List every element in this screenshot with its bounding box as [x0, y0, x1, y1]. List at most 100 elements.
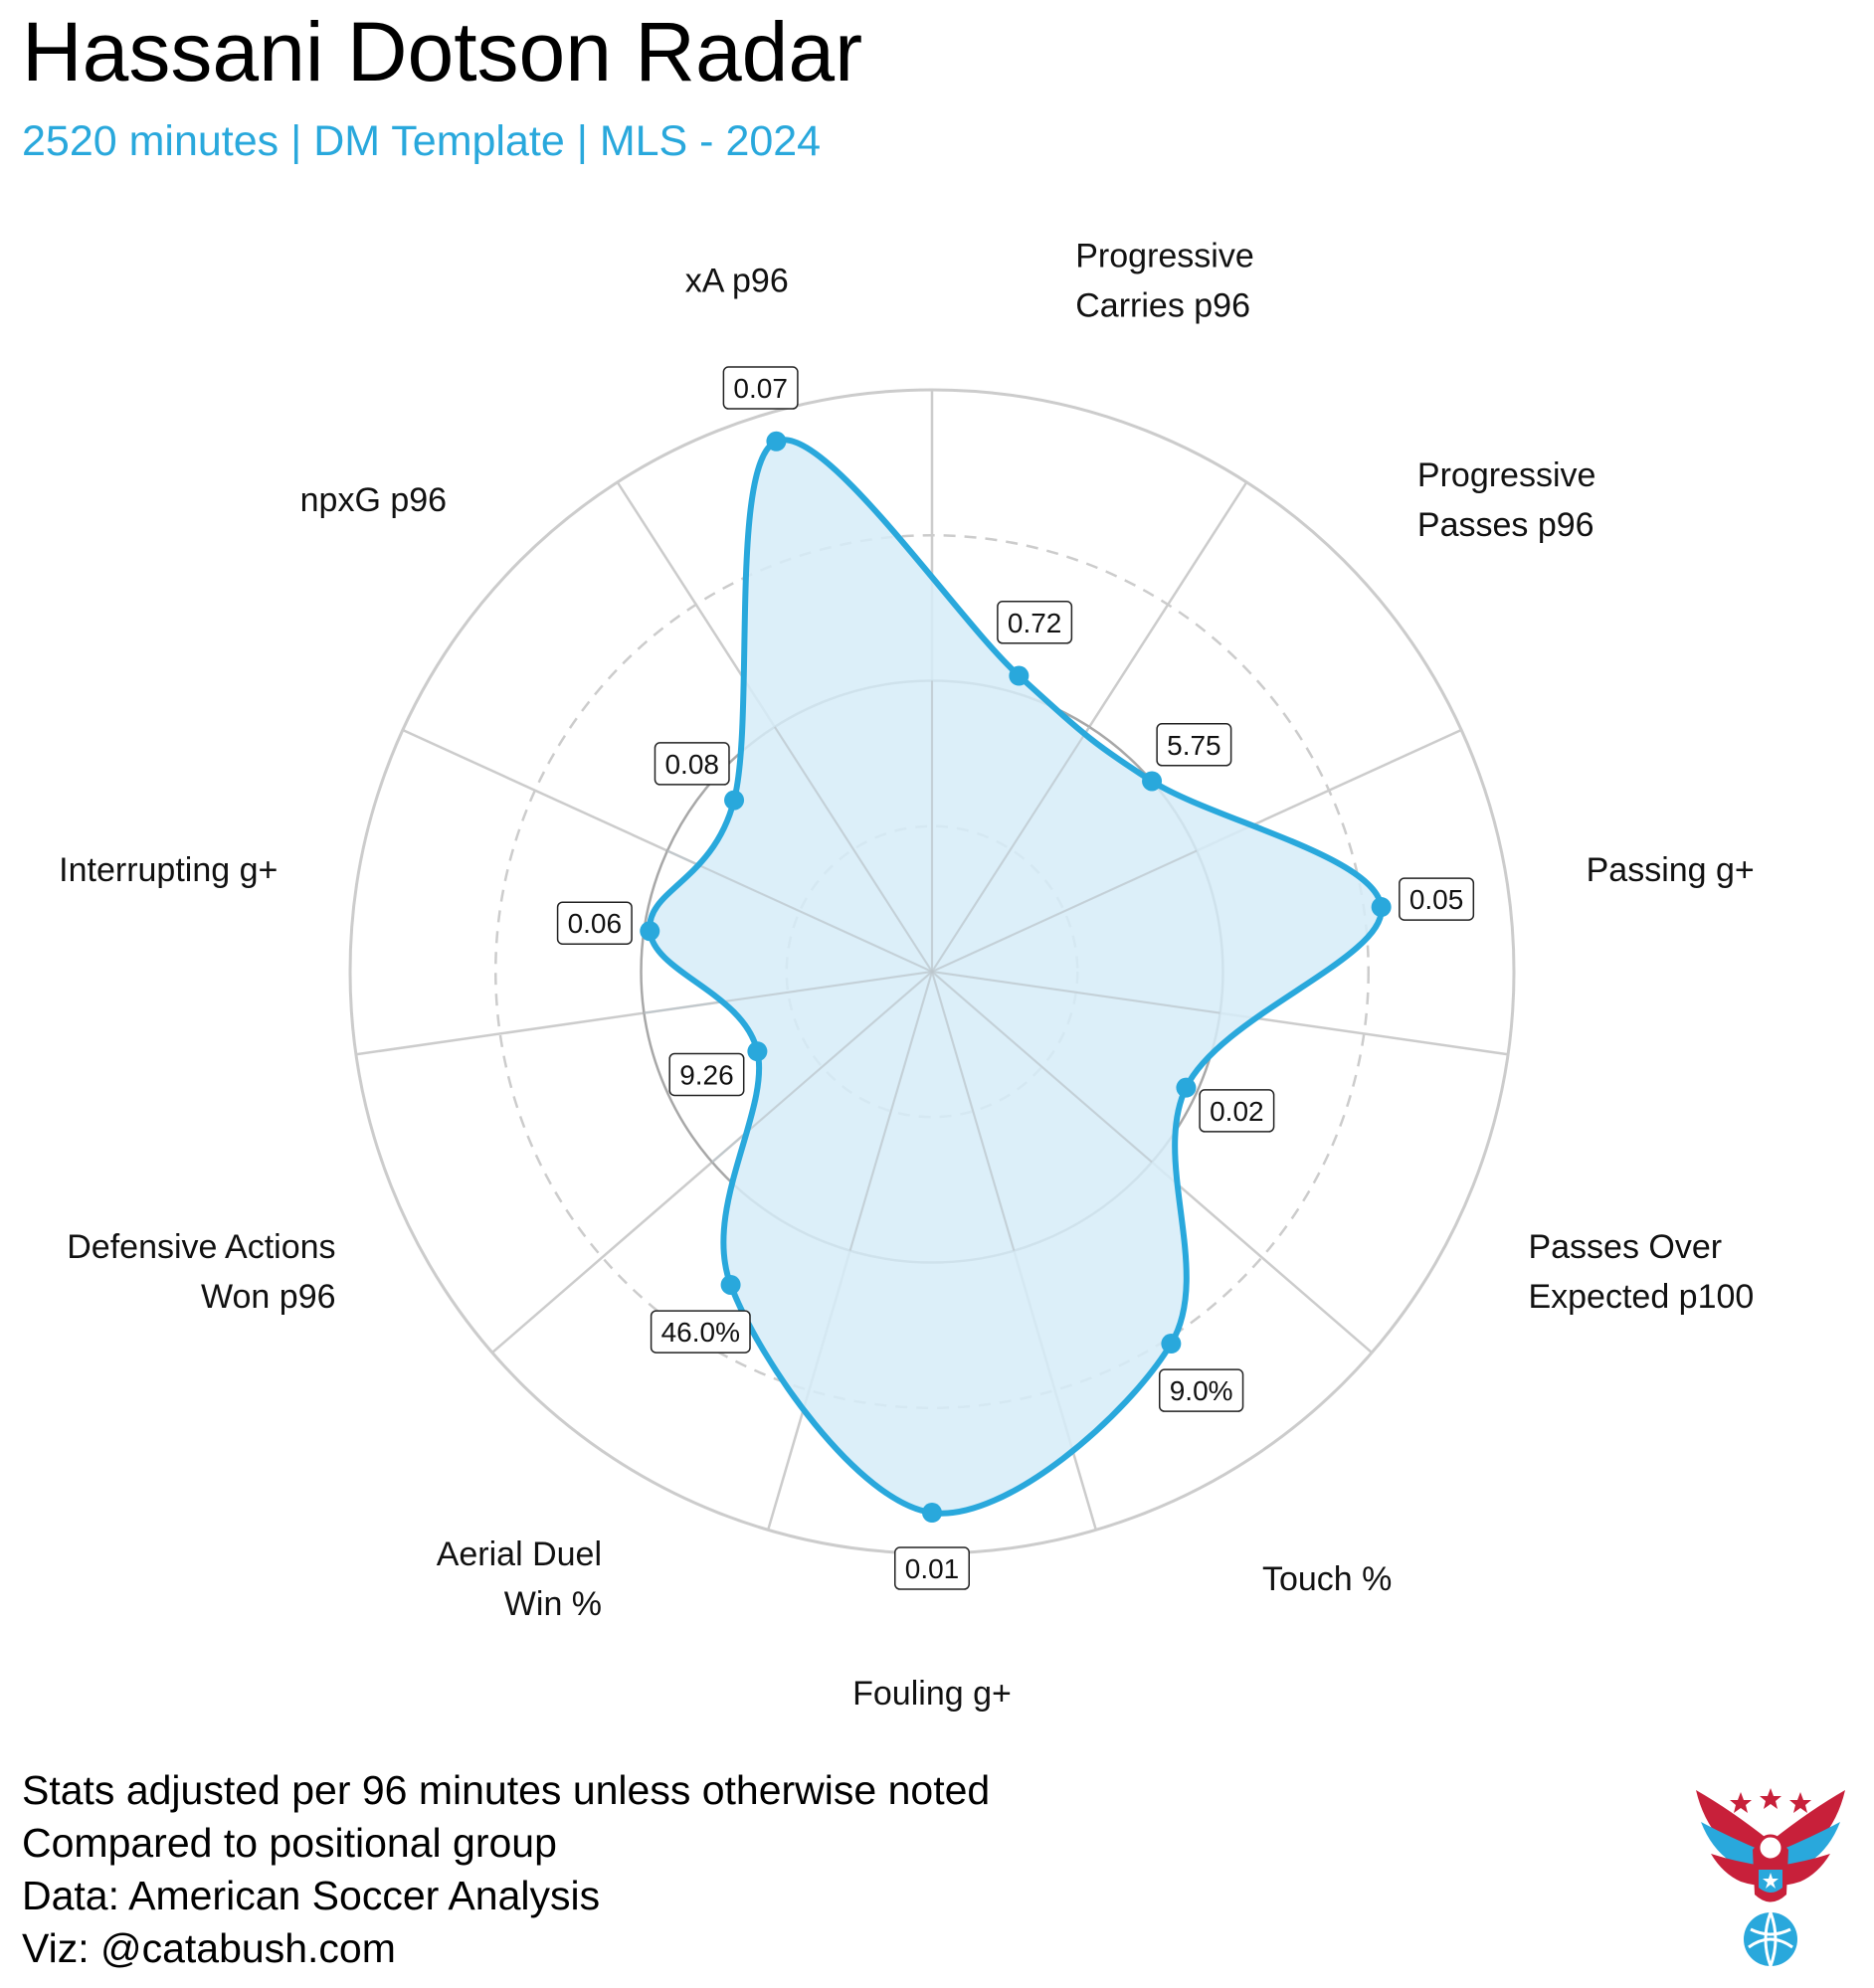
axis-label-line: Carries p96	[1075, 286, 1250, 324]
axis-label: Aerial Duel Win %	[437, 1536, 602, 1623]
axis-label-line: Progressive	[1417, 456, 1596, 494]
value-label-text: 0.05	[1409, 884, 1464, 915]
axis-label-line: Expected p100	[1528, 1278, 1754, 1316]
footer-notes: Stats adjusted per 96 minutes unless oth…	[22, 1764, 990, 1975]
value-label-box	[556, 901, 633, 945]
value-label: 0.08	[654, 742, 730, 786]
axis-label: xA p96	[685, 262, 789, 299]
logo-head	[1757, 1834, 1784, 1862]
value-label-text: 46.0%	[661, 1317, 740, 1348]
axis-label: npxG p96	[300, 481, 447, 519]
data-point	[720, 1274, 741, 1295]
grid-spoke-inner	[931, 971, 1220, 1014]
data-point	[1161, 1334, 1182, 1355]
value-label: 9.0%	[1158, 1368, 1244, 1412]
axis-label-line: Interrupting g+	[59, 851, 278, 889]
grid-spoke-inner	[644, 971, 933, 1014]
value-label: 46.0%	[650, 1310, 751, 1354]
grid-spoke-inner	[666, 849, 933, 973]
data-point	[1371, 897, 1392, 918]
grid-spoke-inner	[931, 971, 1016, 1251]
grid-ring-dashed	[494, 534, 1370, 1409]
value-label: 0.01	[894, 1546, 970, 1590]
data-point	[640, 921, 660, 942]
value-labels: 0.72 5.75 0.05 0.02 9.0% 0.01 46.0% 9.26 0.06 0.0…	[556, 366, 1475, 1590]
grid-spoke-inner	[848, 971, 933, 1251]
value-label: 0.05	[1399, 877, 1475, 921]
logo-stars	[1730, 1788, 1811, 1813]
axis-labels: Progressive Carries p96 Progressive Passes …	[59, 237, 1755, 1713]
axis-label: Passes Over Expected p100	[1528, 1228, 1754, 1316]
logo-right-wing	[1773, 1790, 1845, 1886]
value-label-box	[650, 1310, 751, 1354]
value-label: 0.02	[1199, 1089, 1275, 1133]
axis-label: Defensive Actions Won p96	[67, 1228, 335, 1316]
axis-label-line: Won p96	[201, 1278, 335, 1316]
value-label-box	[722, 366, 799, 410]
axis-label-line: Passes p96	[1417, 506, 1594, 544]
value-label-text: 0.02	[1210, 1096, 1264, 1127]
axis-label-line: Aerial Duel	[437, 1536, 602, 1573]
axis-label: Touch %	[1262, 1560, 1392, 1598]
data-point	[1009, 665, 1030, 686]
axis-label-line: Progressive	[1075, 237, 1254, 274]
footer-line: Viz: @catabush.com	[22, 1925, 396, 1971]
data-point	[1176, 1077, 1197, 1098]
value-label-text: 0.06	[568, 908, 623, 939]
value-label: 9.26	[668, 1052, 745, 1097]
value-label-box	[894, 1546, 970, 1590]
value-label-text: 9.26	[679, 1059, 734, 1090]
value-label-text: 9.0%	[1170, 1375, 1233, 1406]
axis-label: Passing g+	[1587, 851, 1755, 889]
value-label-box	[1399, 877, 1475, 921]
logo-left-wing	[1696, 1790, 1769, 1886]
value-label-box	[1156, 723, 1232, 767]
axis-label: Progressive Carries p96	[1075, 237, 1254, 324]
axis-label-line: Fouling g+	[852, 1675, 1012, 1713]
grid-spoke-inner	[931, 971, 1153, 1164]
data-point	[747, 1041, 768, 1062]
value-label-text: 5.75	[1167, 730, 1221, 761]
value-label-box	[668, 1052, 745, 1097]
footer-line: Stats adjusted per 96 minutes unless oth…	[22, 1767, 991, 1813]
value-label-text: 0.07	[733, 373, 788, 404]
axis-label-line: npxG p96	[300, 481, 447, 519]
value-label: 0.07	[722, 366, 799, 410]
value-label-text: 0.08	[664, 749, 719, 780]
data-point	[724, 790, 745, 811]
soccer-ball-icon	[1744, 1911, 1797, 1967]
grid-spoke-inner	[931, 726, 1090, 973]
grid-spoke-inner	[931, 849, 1198, 973]
data-point	[766, 431, 787, 452]
chart-title: Hassani Dotson Radar	[22, 5, 863, 98]
grid-spoke-inner	[774, 726, 933, 973]
value-label: 0.06	[556, 901, 633, 945]
eagle-soccer-logo	[1696, 1788, 1845, 1967]
value-label-text: 0.72	[1008, 608, 1062, 638]
chart-subtitle: 2520 minutes | DM Template | MLS - 2024	[22, 117, 822, 165]
footer-line: Compared to positional group	[22, 1820, 557, 1866]
axis-label-line: xA p96	[685, 262, 789, 299]
axis-label-line: Touch %	[1262, 1560, 1392, 1598]
value-label-box	[1199, 1089, 1275, 1133]
value-label: 0.72	[997, 601, 1073, 644]
axis-label: Fouling g+	[852, 1675, 1012, 1713]
axis-label-line: Passes Over	[1528, 1228, 1722, 1266]
footer-line: Data: American Soccer Analysis	[22, 1873, 601, 1918]
radar-area	[650, 440, 1382, 1514]
axis-label-line: Defensive Actions	[67, 1228, 335, 1266]
value-label-box	[654, 742, 730, 786]
logo-shield-star	[1763, 1873, 1779, 1889]
value-label: 5.75	[1156, 723, 1232, 767]
value-label-box	[997, 601, 1073, 644]
data-point	[922, 1503, 942, 1524]
value-label-box	[1158, 1368, 1244, 1412]
axis-label: Progressive Passes p96	[1417, 456, 1596, 544]
axis-label: Interrupting g+	[59, 851, 278, 889]
data-point	[1142, 771, 1163, 792]
axis-label-line: Win %	[504, 1585, 602, 1623]
axis-label-line: Passing g+	[1587, 851, 1755, 889]
radar-points	[640, 431, 1392, 1524]
value-label-text: 0.01	[905, 1553, 960, 1584]
